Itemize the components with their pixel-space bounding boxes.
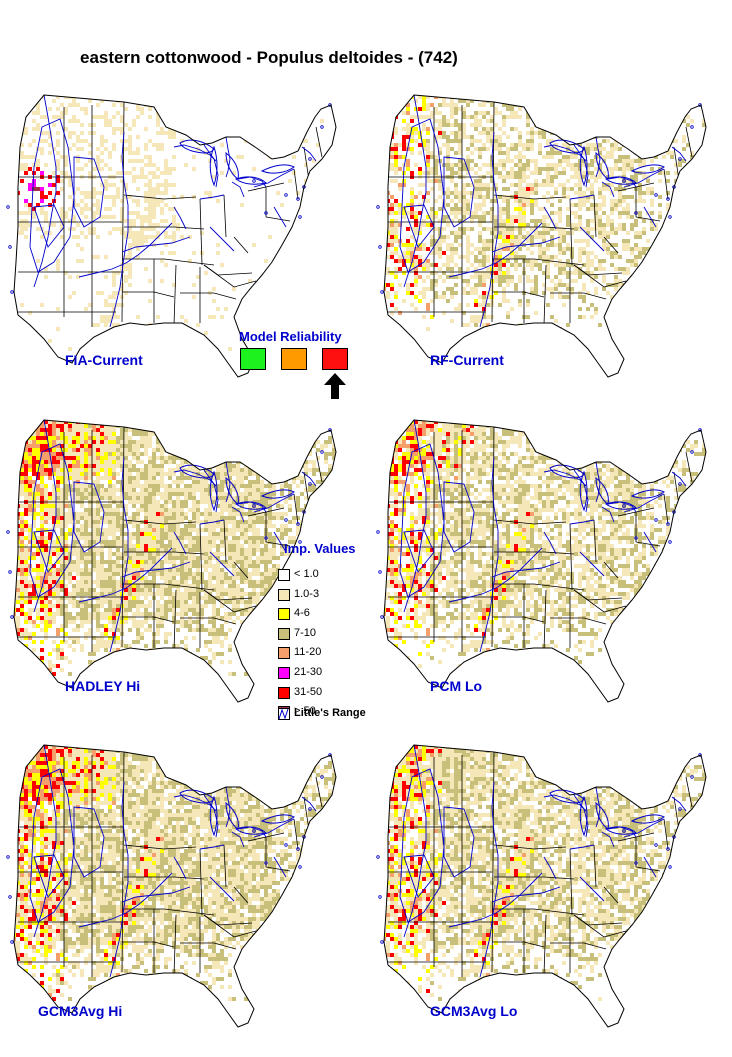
panel-label-pcm-lo: PCM Lo <box>430 678 483 694</box>
legend-label: 31-50 <box>294 685 323 698</box>
legend-swatch <box>278 608 290 621</box>
map-pcm-lo <box>376 419 707 703</box>
reliability-low-swatch <box>322 348 348 370</box>
legend-swatch <box>278 569 290 581</box>
map-panel-fia-current <box>0 75 340 385</box>
panel-label-gcm3avg-hi: GCM3Avg Hi <box>38 1003 123 1019</box>
map-panel-gcm3avg-lo <box>370 725 710 1035</box>
map-panel-pcm-lo <box>370 400 710 710</box>
panel-label-gcm3avg-lo: GCM3Avg Lo <box>430 1003 518 1019</box>
map-panel-rf-current <box>370 75 710 385</box>
map-fia-current <box>6 94 337 378</box>
up-arrow-icon <box>324 373 346 399</box>
map-hadley-hi <box>6 419 337 703</box>
map-panel-hadley-hi <box>0 400 340 710</box>
reliability-medium-swatch <box>281 348 307 370</box>
legend-label: 4-6 <box>294 607 310 620</box>
panel-label-fia-current: FIA-Current <box>65 352 143 368</box>
legend-label: 7-10 <box>294 626 317 639</box>
legend-label: 1.0-3 <box>294 587 320 600</box>
legend-label: < 1.0 <box>294 568 319 580</box>
legend-range-label: Little's Range <box>294 707 366 719</box>
legend-label: 21-30 <box>294 666 323 678</box>
map-panel-gcm3avg-hi <box>0 725 340 1035</box>
page-title: eastern cottonwood - Populus deltoides -… <box>80 48 458 67</box>
legend-swatch <box>278 647 290 660</box>
legend-swatch <box>278 627 290 640</box>
legend-swatch <box>278 667 290 679</box>
legend-label: 11-20 <box>294 646 322 659</box>
reliability-high-swatch <box>240 348 266 370</box>
map-rf-current <box>376 94 707 378</box>
map-gcm3avg-hi <box>6 744 337 1028</box>
model-reliability-title: Model Reliability <box>239 329 342 344</box>
legend-title: Imp. Values <box>284 541 356 556</box>
range-line-icon <box>278 708 290 720</box>
map-gcm3avg-lo <box>376 744 707 1028</box>
legend-swatch <box>278 588 290 601</box>
panel-label-hadley-hi: HADLEY Hi <box>65 678 141 694</box>
legend-label: > 50 <box>294 705 316 718</box>
panel-label-rf-current: RF-Current <box>430 352 504 368</box>
legend-swatch <box>278 686 290 699</box>
